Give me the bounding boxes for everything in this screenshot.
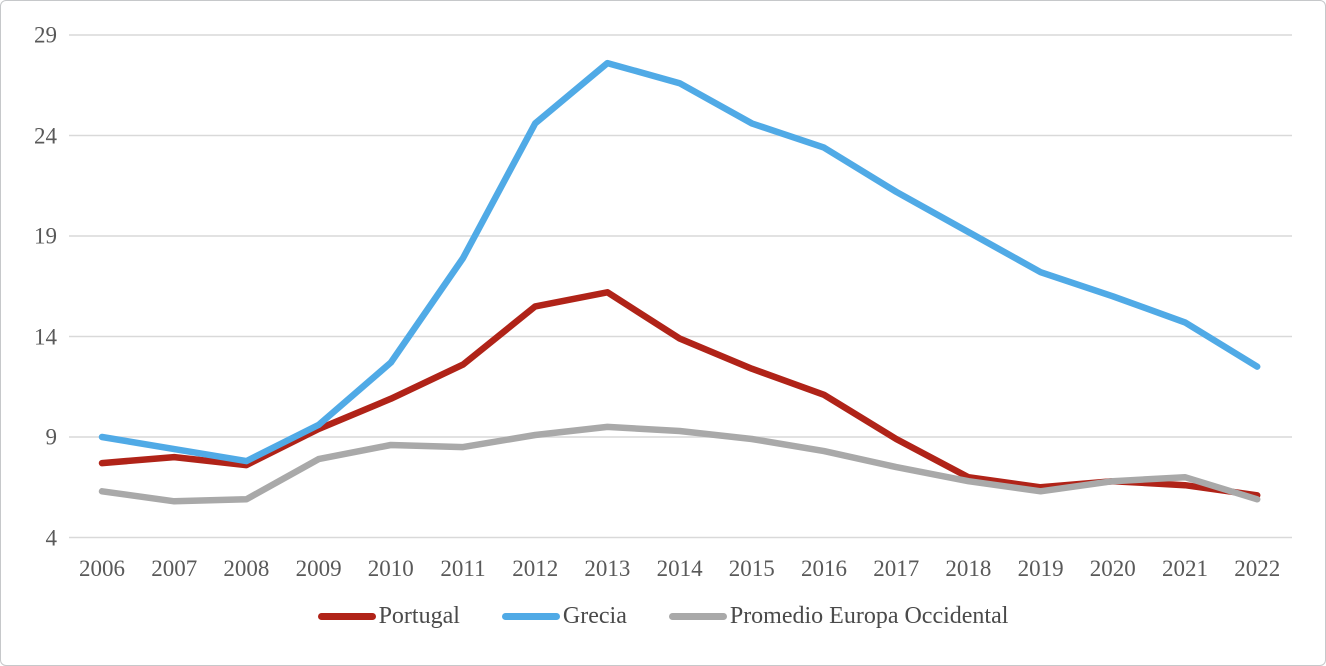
- y-tick-label-9: 9: [45, 424, 58, 450]
- x-tick-label-2018: 2018: [945, 556, 992, 581]
- x-tick-label-2013: 2013: [584, 556, 631, 581]
- x-tick-label-2015: 2015: [728, 556, 775, 581]
- y-tick-label-29: 29: [34, 22, 57, 48]
- x-tick-label-2008: 2008: [223, 556, 270, 581]
- y-tick-label-4: 4: [45, 525, 58, 550]
- x-tick-label-2019: 2019: [1017, 556, 1064, 581]
- series-line-grecia: [98, 59, 1261, 465]
- legend-label-grecia: Grecia: [562, 603, 627, 629]
- legend-label-portugal: Portugal: [378, 603, 460, 629]
- y-tick-label-24: 24: [34, 123, 57, 148]
- x-tick-label-2006: 2006: [79, 556, 125, 581]
- promedio-line-swatch-icon: [668, 612, 727, 620]
- x-tick-label-2017: 2017: [873, 556, 920, 581]
- y-tick-label-14: 14: [34, 324, 57, 349]
- x-tick-label-2016: 2016: [801, 556, 847, 581]
- x-tick-label-2022: 2022: [1234, 556, 1281, 581]
- x-tick-label-2012: 2012: [512, 556, 559, 581]
- grecia-line-swatch-icon: [501, 612, 560, 620]
- series-line-promedio-europa-occidental: [98, 423, 1261, 505]
- x-tick-label-2011: 2011: [440, 556, 486, 581]
- legend-item-portugal: Portugal: [317, 603, 460, 629]
- x-tick-label-2007: 2007: [151, 556, 198, 581]
- series-line-portugal: [98, 289, 1261, 499]
- legend-item-promedio: Promedio Europa Occidental: [668, 603, 1009, 629]
- x-tick-label-2021: 2021: [1162, 556, 1208, 581]
- legend: Portugal Grecia Promedio Europa Occident…: [1, 604, 1325, 628]
- x-tick-label-2009: 2009: [295, 556, 342, 581]
- legend-item-grecia: Grecia: [501, 603, 627, 629]
- x-tick-label-2020: 2020: [1089, 556, 1136, 581]
- portugal-line-swatch-icon: [317, 612, 376, 620]
- x-tick-label-2014: 2014: [656, 556, 703, 581]
- y-tick-label-19: 19: [34, 223, 57, 249]
- legend-label-promedio: Promedio Europa Occidental: [729, 603, 1009, 629]
- x-tick-label-2010: 2010: [367, 556, 414, 581]
